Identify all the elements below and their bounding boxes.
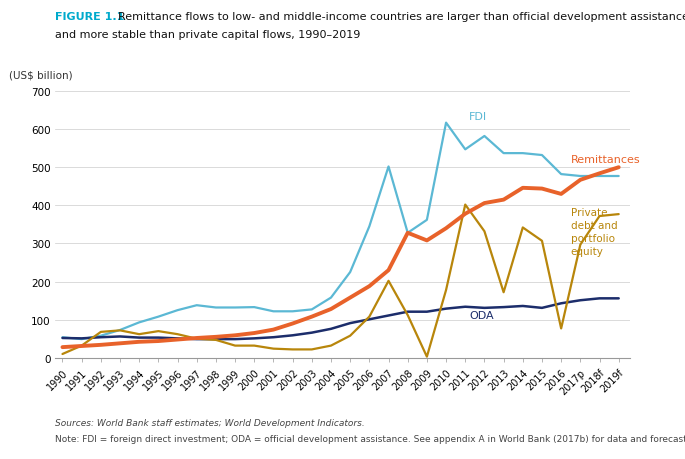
Text: Remittance flows to low- and middle-income countries are larger than official de: Remittance flows to low- and middle-inco… bbox=[111, 11, 685, 22]
Text: Private
debt and
portfolio
equity: Private debt and portfolio equity bbox=[571, 208, 617, 256]
Text: FIGURE 1.1: FIGURE 1.1 bbox=[55, 11, 124, 22]
Text: Note: FDI = foreign direct investment; ODA = official development assistance. Se: Note: FDI = foreign direct investment; O… bbox=[55, 434, 685, 443]
Text: ODA: ODA bbox=[469, 310, 494, 320]
Text: Remittances: Remittances bbox=[571, 155, 640, 164]
Text: and more stable than private capital flows, 1990–2019: and more stable than private capital flo… bbox=[55, 30, 360, 40]
Text: FDI: FDI bbox=[469, 112, 487, 122]
Text: Sources: World Bank staff estimates; World Development Indicators.: Sources: World Bank staff estimates; Wor… bbox=[55, 418, 364, 427]
Text: (US$ billion): (US$ billion) bbox=[9, 71, 73, 80]
